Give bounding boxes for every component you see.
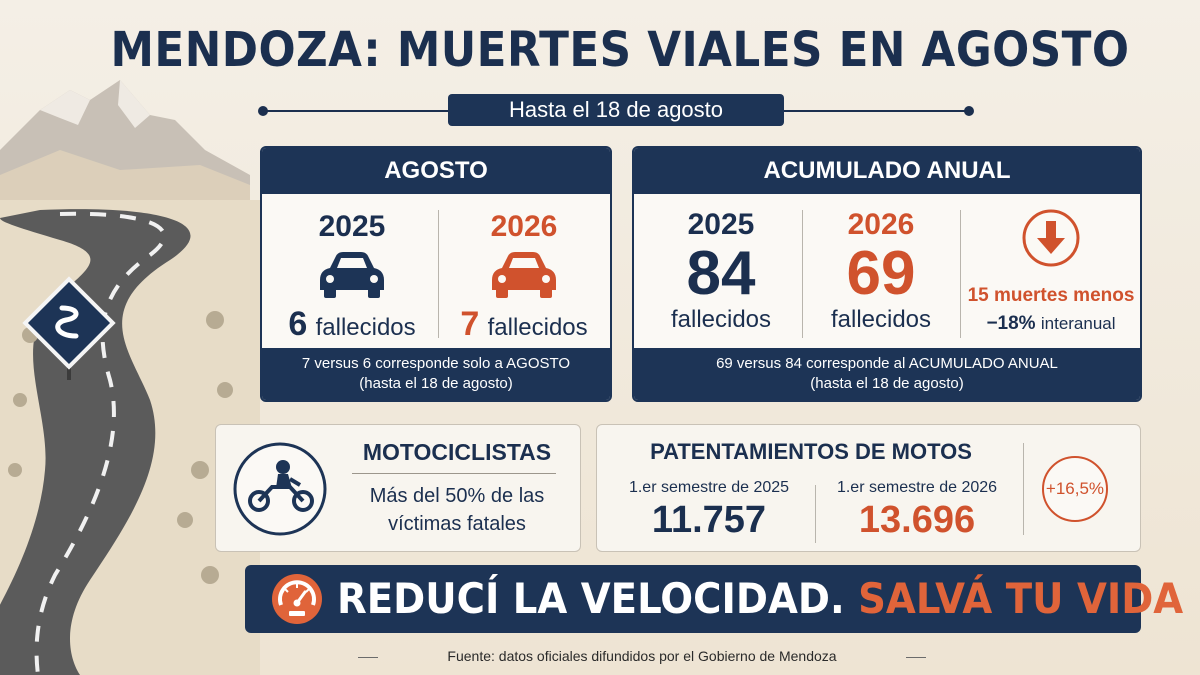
divider	[262, 110, 452, 112]
column-divider	[960, 210, 961, 338]
divider	[358, 657, 378, 658]
down-arrow-icon	[1022, 209, 1080, 267]
registration-value: 11.757	[651, 499, 767, 541]
moto-line: Más del 50% de las	[369, 485, 545, 507]
death-label: fallecidos	[487, 314, 588, 341]
year-label: 2026	[847, 208, 915, 241]
annual-value: 69	[846, 239, 916, 308]
divider	[780, 110, 970, 112]
death-label: fallecidos	[670, 306, 772, 333]
anual-2026-column: 2026 69 fallecidos	[804, 208, 958, 334]
agosto-2025-column: 2025 6 fallecidos	[270, 210, 434, 344]
year-label: 2026	[490, 210, 558, 243]
banner-part2: SALVÁ TU VIDA	[858, 574, 1184, 623]
column-divider	[802, 210, 803, 338]
annual-value: 84	[686, 239, 756, 308]
divider-dot	[258, 106, 268, 116]
footer-line: 69 versus 84 corresponde al ACUMULADO AN…	[716, 355, 1058, 372]
anual-footer: 69 versus 84 corresponde al ACUMULADO AN…	[634, 348, 1140, 400]
source-text: Fuente: datos oficiales difundidos por e…	[447, 648, 837, 664]
change-pct-row: −18% interanual	[962, 313, 1140, 335]
subtitle-row: Hasta el 18 de agosto	[258, 94, 974, 126]
column-divider	[438, 210, 439, 338]
footer-line: 7 versus 6 corresponde solo a AGOSTO	[301, 355, 571, 372]
growth-badge: +16,5%	[1042, 456, 1108, 522]
speedometer-icon	[272, 574, 322, 624]
death-label: fallecidos	[315, 314, 416, 341]
patentamientos-2025: 1.er semestre de 2025 11.757	[611, 479, 807, 542]
patentamientos-card: PATENTAMIENTOS DE MOTOS 1.er semestre de…	[596, 424, 1141, 552]
footer-line: (hasta el 18 de agosto)	[810, 375, 964, 392]
semester-label: 1.er semestre de 2025	[628, 479, 790, 496]
car-icon	[320, 252, 384, 298]
growth-value: +16,5%	[1045, 479, 1105, 498]
column-divider	[1023, 443, 1024, 535]
change-pct: −18%	[986, 313, 1036, 334]
footer-line: (hasta el 18 de agosto)	[359, 375, 513, 392]
motociclistas-card: MOTOCICLISTAS Más del 50% de las víctima…	[215, 424, 581, 552]
year-label: 2025	[687, 208, 755, 241]
death-number: 6	[288, 305, 308, 343]
divider-dot	[964, 106, 974, 116]
patentamientos-title: PATENTAMIENTOS DE MOTOS	[650, 439, 972, 464]
agosto-panel: AGOSTO 2025 6 fallecidos 2026 7 fallecid…	[260, 146, 612, 402]
agosto-2026-column: 2026 7 fallecidos	[442, 210, 606, 344]
road-sign-icon	[22, 276, 116, 380]
patentamientos-2026: 1.er semestre de 2026 13.696	[819, 479, 1015, 542]
anual-header: ACUMULADO ANUAL	[634, 148, 1140, 194]
column-divider	[815, 485, 816, 543]
banner-text: REDUCÍ LA VELOCIDAD. SALVÁ TU VIDA	[337, 574, 1183, 623]
agosto-header: AGOSTO	[262, 148, 610, 194]
anual-panel: ACUMULADO ANUAL 2025 84 fallecidos 2026 …	[632, 146, 1142, 402]
year-label: 2025	[318, 210, 386, 243]
car-icon	[492, 252, 556, 298]
change-suffix: interanual	[1040, 314, 1116, 333]
anual-2025-column: 2025 84 fallecidos	[642, 208, 800, 334]
motorcycle-icon	[233, 442, 327, 536]
divider	[906, 657, 926, 658]
speed-banner: REDUCÍ LA VELOCIDAD. SALVÁ TU VIDA	[245, 565, 1183, 633]
moto-title: MOTOCICLISTAS	[362, 439, 552, 465]
change-text: 15 muertes menos	[967, 285, 1135, 306]
banner-part1: REDUCÍ LA VELOCIDAD.	[337, 574, 845, 623]
agosto-footer: 7 versus 6 corresponde solo a AGOSTO (ha…	[262, 348, 610, 400]
death-number: 7	[460, 305, 480, 343]
death-count: 6 fallecidos	[270, 305, 434, 344]
annual-change: 15 muertes menos −18% interanual	[962, 208, 1140, 335]
source-row: Fuente: datos oficiales difundidos por e…	[358, 648, 926, 668]
divider	[352, 473, 556, 474]
registration-value: 13.696	[858, 499, 976, 541]
moto-line: víctimas fatales	[388, 513, 526, 535]
subtitle-badge: Hasta el 18 de agosto	[448, 94, 784, 126]
semester-label: 1.er semestre de 2026	[836, 479, 998, 496]
page-title: MENDOZA: MUERTES VIALES EN AGOSTO	[110, 22, 1130, 78]
death-count: 7 fallecidos	[442, 305, 606, 344]
death-label: fallecidos	[830, 306, 932, 333]
